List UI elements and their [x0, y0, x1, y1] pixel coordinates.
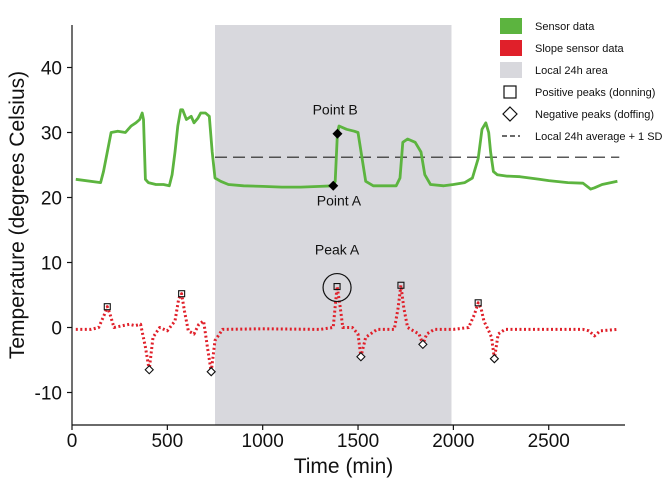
point-b-marker	[332, 128, 343, 139]
x-axis-title: Time (min)	[294, 455, 394, 478]
marker-layer	[103, 128, 500, 377]
legend-label-local-24h-area: Local 24h area	[535, 65, 609, 77]
x-tick-label-1500: 1500	[337, 431, 379, 452]
positive-peak-marker-5	[474, 299, 482, 307]
shaded-region-layer	[215, 25, 452, 425]
peak-a-label: Peak A	[315, 242, 360, 258]
y-tick-label--10: -10	[35, 384, 62, 405]
legend-swatch-local-24h-area	[500, 62, 522, 78]
x-tick-label-0: 0	[67, 431, 78, 452]
positive-peak-marker-2	[178, 290, 186, 298]
negative-peak-marker-5	[489, 353, 500, 364]
legend-label-slope-sensor-data: Slope sensor data	[535, 43, 625, 55]
positive-peak-marker-1	[103, 303, 111, 311]
annotation-layer: Point B Point A Peak A	[313, 101, 362, 257]
legend-swatch-negative-peaks-doffing	[502, 106, 518, 122]
negative-peak-marker-4	[418, 339, 428, 350]
negative-peak-marker-1	[144, 364, 155, 375]
y-tick-label-40: 40	[41, 59, 62, 80]
x-tick-label-500: 500	[151, 431, 183, 452]
point-a-label: Point A	[317, 192, 362, 208]
legend-label-sensor-data: Sensor data	[535, 21, 595, 33]
y-axis-title: Temperature (degrees Celsius)	[6, 71, 29, 359]
point-b-label: Point B	[313, 101, 358, 117]
y-tick-label-10: 10	[41, 254, 62, 275]
series-line-slope-sensor-data	[75, 283, 618, 374]
legend-swatch-slope-sensor-data	[500, 40, 522, 56]
y-tick-label-20: 20	[41, 189, 62, 210]
x-tick-label-2500: 2500	[528, 431, 570, 452]
y-tick-label-30: 30	[41, 124, 62, 145]
x-tick-label-2000: 2000	[432, 431, 474, 452]
negative-peak-marker-3	[356, 351, 366, 362]
legend-swatch-positive-peaks-donning	[503, 85, 517, 99]
positive-peak-marker-4	[397, 281, 405, 289]
legend: Sensor data Slope sensor data Local 24h ar…	[500, 18, 663, 143]
legend-label-negative-peaks-doffing: Negative peaks (doffing)	[535, 109, 654, 121]
shaded-region	[215, 25, 452, 425]
peak-a-circle	[322, 272, 352, 303]
positive-peak-marker-3	[333, 282, 341, 291]
legend-label-positive-peaks-donning: Positive peaks (donning)	[535, 87, 655, 99]
legend-label-local-24h-average-1-sd: Local 24h average + 1 SD	[535, 131, 663, 143]
legend-swatch-sensor-data	[500, 18, 522, 34]
y-tick-label-0: 0	[51, 319, 62, 340]
x-tick-label-1000: 1000	[242, 431, 284, 452]
axes-layer: 0 500 1000 1500 2000 2500 -10 0 10 20 30 40 Time (mi…	[6, 25, 625, 478]
negative-peak-marker-2	[206, 366, 216, 377]
point-a-marker	[328, 180, 339, 191]
